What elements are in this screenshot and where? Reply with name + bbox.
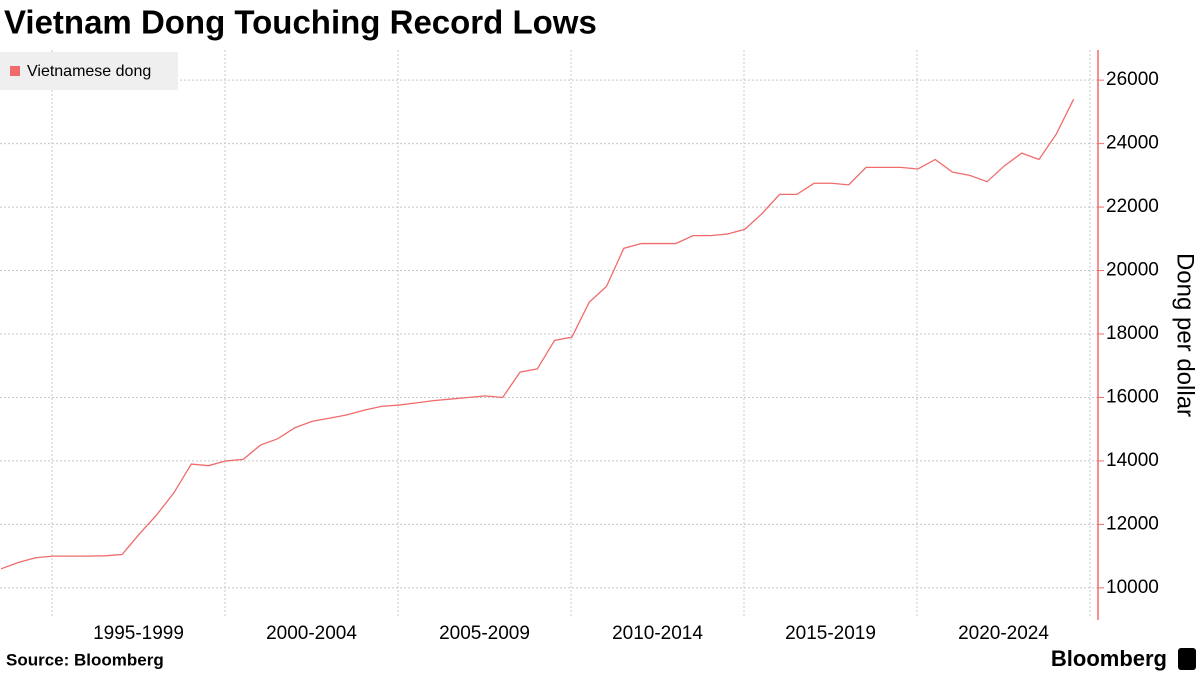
- x-tick-label: 2000-2004: [266, 623, 357, 644]
- y-tick-label: 24000: [1106, 133, 1159, 154]
- source: Source: Bloomberg: [6, 650, 164, 669]
- brand: Bloomberg: [1051, 646, 1167, 671]
- legend-box: [0, 52, 178, 90]
- y-tick-label: 12000: [1106, 513, 1159, 534]
- x-tick-label: 2015-2019: [785, 623, 876, 644]
- y-tick-label: 22000: [1106, 196, 1159, 217]
- y-tick-label: 10000: [1106, 577, 1159, 598]
- x-tick-label: 2020-2024: [958, 623, 1049, 644]
- x-tick-label: 2005-2009: [439, 623, 530, 644]
- x-tick-label: 2010-2014: [612, 623, 703, 644]
- y-tick-label: 26000: [1106, 69, 1159, 90]
- y-tick-label: 20000: [1106, 260, 1159, 281]
- y-tick-label: 16000: [1106, 386, 1159, 407]
- x-tick-label: 1995-1999: [93, 623, 184, 644]
- legend-label: Vietnamese dong: [27, 63, 151, 80]
- legend-swatch: [10, 66, 20, 76]
- chart-title: Vietnam Dong Touching Record Lows: [4, 4, 597, 41]
- y-axis-title: Dong per dollar: [1172, 253, 1199, 417]
- y-tick-label: 14000: [1106, 450, 1159, 471]
- y-tick-label: 18000: [1106, 323, 1159, 344]
- brand-icon: [1178, 648, 1196, 670]
- line: [0, 98, 1075, 570]
